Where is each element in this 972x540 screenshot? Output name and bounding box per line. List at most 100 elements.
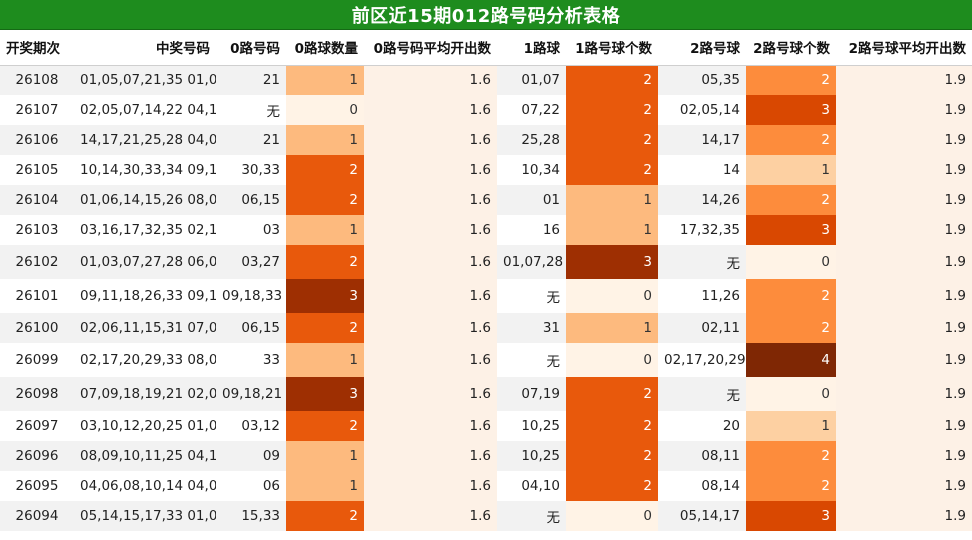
cell-route2-count: 2 <box>746 279 836 313</box>
cell-route0-count: 3 <box>286 377 364 411</box>
cell-route2: 14 <box>658 155 746 185</box>
cell-route0: 21 <box>216 125 286 155</box>
cell-route2-avg: 1.9 <box>836 279 972 313</box>
cell-route2-count: 2 <box>746 471 836 501</box>
cell-route0-count: 2 <box>286 411 364 441</box>
table-row: 26099 02,17,20,29,33 08,09 33 1 1.6 无 0 02,17,2… <box>0 343 972 377</box>
header-route1-count: 1路号球个数 <box>566 30 658 66</box>
cell-period: 26107 <box>0 95 74 125</box>
cell-route1-count: 0 <box>566 279 658 313</box>
table-row: 26104 01,06,14,15,26 08,09 06,15 2 1.6 01 1 14,… <box>0 185 972 215</box>
cell-route0: 06 <box>216 471 286 501</box>
cell-route0-count: 3 <box>286 279 364 313</box>
cell-numbers: 01,05,07,21,35 01,04 <box>74 65 216 95</box>
table-row: 26097 03,10,12,20,25 01,09 03,12 2 1.6 10,25 2… <box>0 411 972 441</box>
cell-route0: 33 <box>216 343 286 377</box>
cell-numbers: 03,16,17,32,35 02,12 <box>74 215 216 245</box>
header-route2-count: 2路号球个数 <box>746 30 836 66</box>
table-row: 26100 02,06,11,15,31 07,08 06,15 2 1.6 31 1 02,… <box>0 313 972 343</box>
cell-route0-avg: 1.6 <box>364 215 497 245</box>
cell-route2: 05,35 <box>658 65 746 95</box>
cell-route2: 08,14 <box>658 471 746 501</box>
cell-route0-count: 1 <box>286 441 364 471</box>
table-row: 26108 01,05,07,21,35 01,04 21 1 1.6 01,07 2 05,… <box>0 65 972 95</box>
cell-route1-count: 1 <box>566 215 658 245</box>
cell-route0-avg: 1.6 <box>364 471 497 501</box>
cell-route0: 30,33 <box>216 155 286 185</box>
header-route0-avg: 0路号码平均开出数 <box>364 30 497 66</box>
cell-route2-avg: 1.9 <box>836 155 972 185</box>
cell-route1: 01,07,28 <box>497 245 566 279</box>
cell-route0: 无 <box>216 95 286 125</box>
cell-numbers: 01,03,07,27,28 06,07 <box>74 245 216 279</box>
cell-route2: 05,14,17 <box>658 501 746 531</box>
cell-period: 26099 <box>0 343 74 377</box>
cell-route1-count: 2 <box>566 377 658 411</box>
cell-route0-avg: 1.6 <box>364 95 497 125</box>
cell-route1: 16 <box>497 215 566 245</box>
cell-route0-avg: 1.6 <box>364 65 497 95</box>
cell-route2: 14,26 <box>658 185 746 215</box>
cell-route2: 11,26 <box>658 279 746 313</box>
cell-route2-avg: 1.9 <box>836 471 972 501</box>
cell-route1-count: 0 <box>566 501 658 531</box>
cell-route0-avg: 1.6 <box>364 125 497 155</box>
cell-route0-count: 2 <box>286 501 364 531</box>
cell-route0-count: 0 <box>286 95 364 125</box>
cell-route2: 08,11 <box>658 441 746 471</box>
cell-route1: 31 <box>497 313 566 343</box>
cell-period: 26100 <box>0 313 74 343</box>
cell-route0-avg: 1.6 <box>364 501 497 531</box>
cell-route2-avg: 1.9 <box>836 377 972 411</box>
cell-route2-count: 3 <box>746 215 836 245</box>
cell-route2-count: 0 <box>746 245 836 279</box>
cell-route1-count: 0 <box>566 343 658 377</box>
cell-route2-count: 3 <box>746 501 836 531</box>
table-row: 26101 09,11,18,26,33 09,11 09,18,33 3 1.6 无 0 1… <box>0 279 972 313</box>
cell-route0-avg: 1.6 <box>364 279 497 313</box>
cell-route0: 09,18,21 <box>216 377 286 411</box>
analysis-table: 开奖期次 中奖号码 0路号码 0路球数量 0路号码平均开出数 1路球 1路号球个… <box>0 30 972 531</box>
table-row: 26106 14,17,21,25,28 04,06 21 1 1.6 25,28 2 14,… <box>0 125 972 155</box>
cell-route1-count: 1 <box>566 185 658 215</box>
cell-route0-count: 1 <box>286 125 364 155</box>
cell-period: 26095 <box>0 471 74 501</box>
cell-numbers: 10,14,30,33,34 09,12 <box>74 155 216 185</box>
cell-route1: 07,19 <box>497 377 566 411</box>
header-route1: 1路球 <box>497 30 566 66</box>
cell-route2: 无 <box>658 245 746 279</box>
cell-route2-count: 1 <box>746 411 836 441</box>
cell-route0: 03,12 <box>216 411 286 441</box>
cell-route0-count: 2 <box>286 185 364 215</box>
cell-route2: 02,11 <box>658 313 746 343</box>
cell-route0-count: 2 <box>286 245 364 279</box>
cell-period: 26101 <box>0 279 74 313</box>
cell-route0-count: 1 <box>286 343 364 377</box>
cell-route1-count: 2 <box>566 441 658 471</box>
table-row: 26095 04,06,08,10,14 04,05 06 1 1.6 04,10 2 08,… <box>0 471 972 501</box>
cell-period: 26098 <box>0 377 74 411</box>
cell-route2-avg: 1.9 <box>836 343 972 377</box>
cell-numbers: 01,06,14,15,26 08,09 <box>74 185 216 215</box>
header-route2-avg: 2路号球平均开出数 <box>836 30 972 66</box>
cell-route0: 06,15 <box>216 185 286 215</box>
cell-route0-count: 1 <box>286 215 364 245</box>
cell-route1-count: 1 <box>566 313 658 343</box>
cell-period: 26104 <box>0 185 74 215</box>
cell-route0: 21 <box>216 65 286 95</box>
cell-route2-avg: 1.9 <box>836 95 972 125</box>
cell-route2-count: 1 <box>746 155 836 185</box>
cell-route0-avg: 1.6 <box>364 155 497 185</box>
cell-period: 26096 <box>0 441 74 471</box>
cell-route2-avg: 1.9 <box>836 65 972 95</box>
cell-route1: 07,22 <box>497 95 566 125</box>
table-row: 26103 03,16,17,32,35 02,12 03 1 1.6 16 1 17,32,… <box>0 215 972 245</box>
cell-numbers: 03,10,12,20,25 01,09 <box>74 411 216 441</box>
cell-route2-count: 3 <box>746 95 836 125</box>
cell-route2-avg: 1.9 <box>836 501 972 531</box>
cell-route2-avg: 1.9 <box>836 441 972 471</box>
cell-route2-avg: 1.9 <box>836 411 972 441</box>
cell-route2: 14,17 <box>658 125 746 155</box>
cell-period: 26097 <box>0 411 74 441</box>
cell-route2-avg: 1.9 <box>836 215 972 245</box>
